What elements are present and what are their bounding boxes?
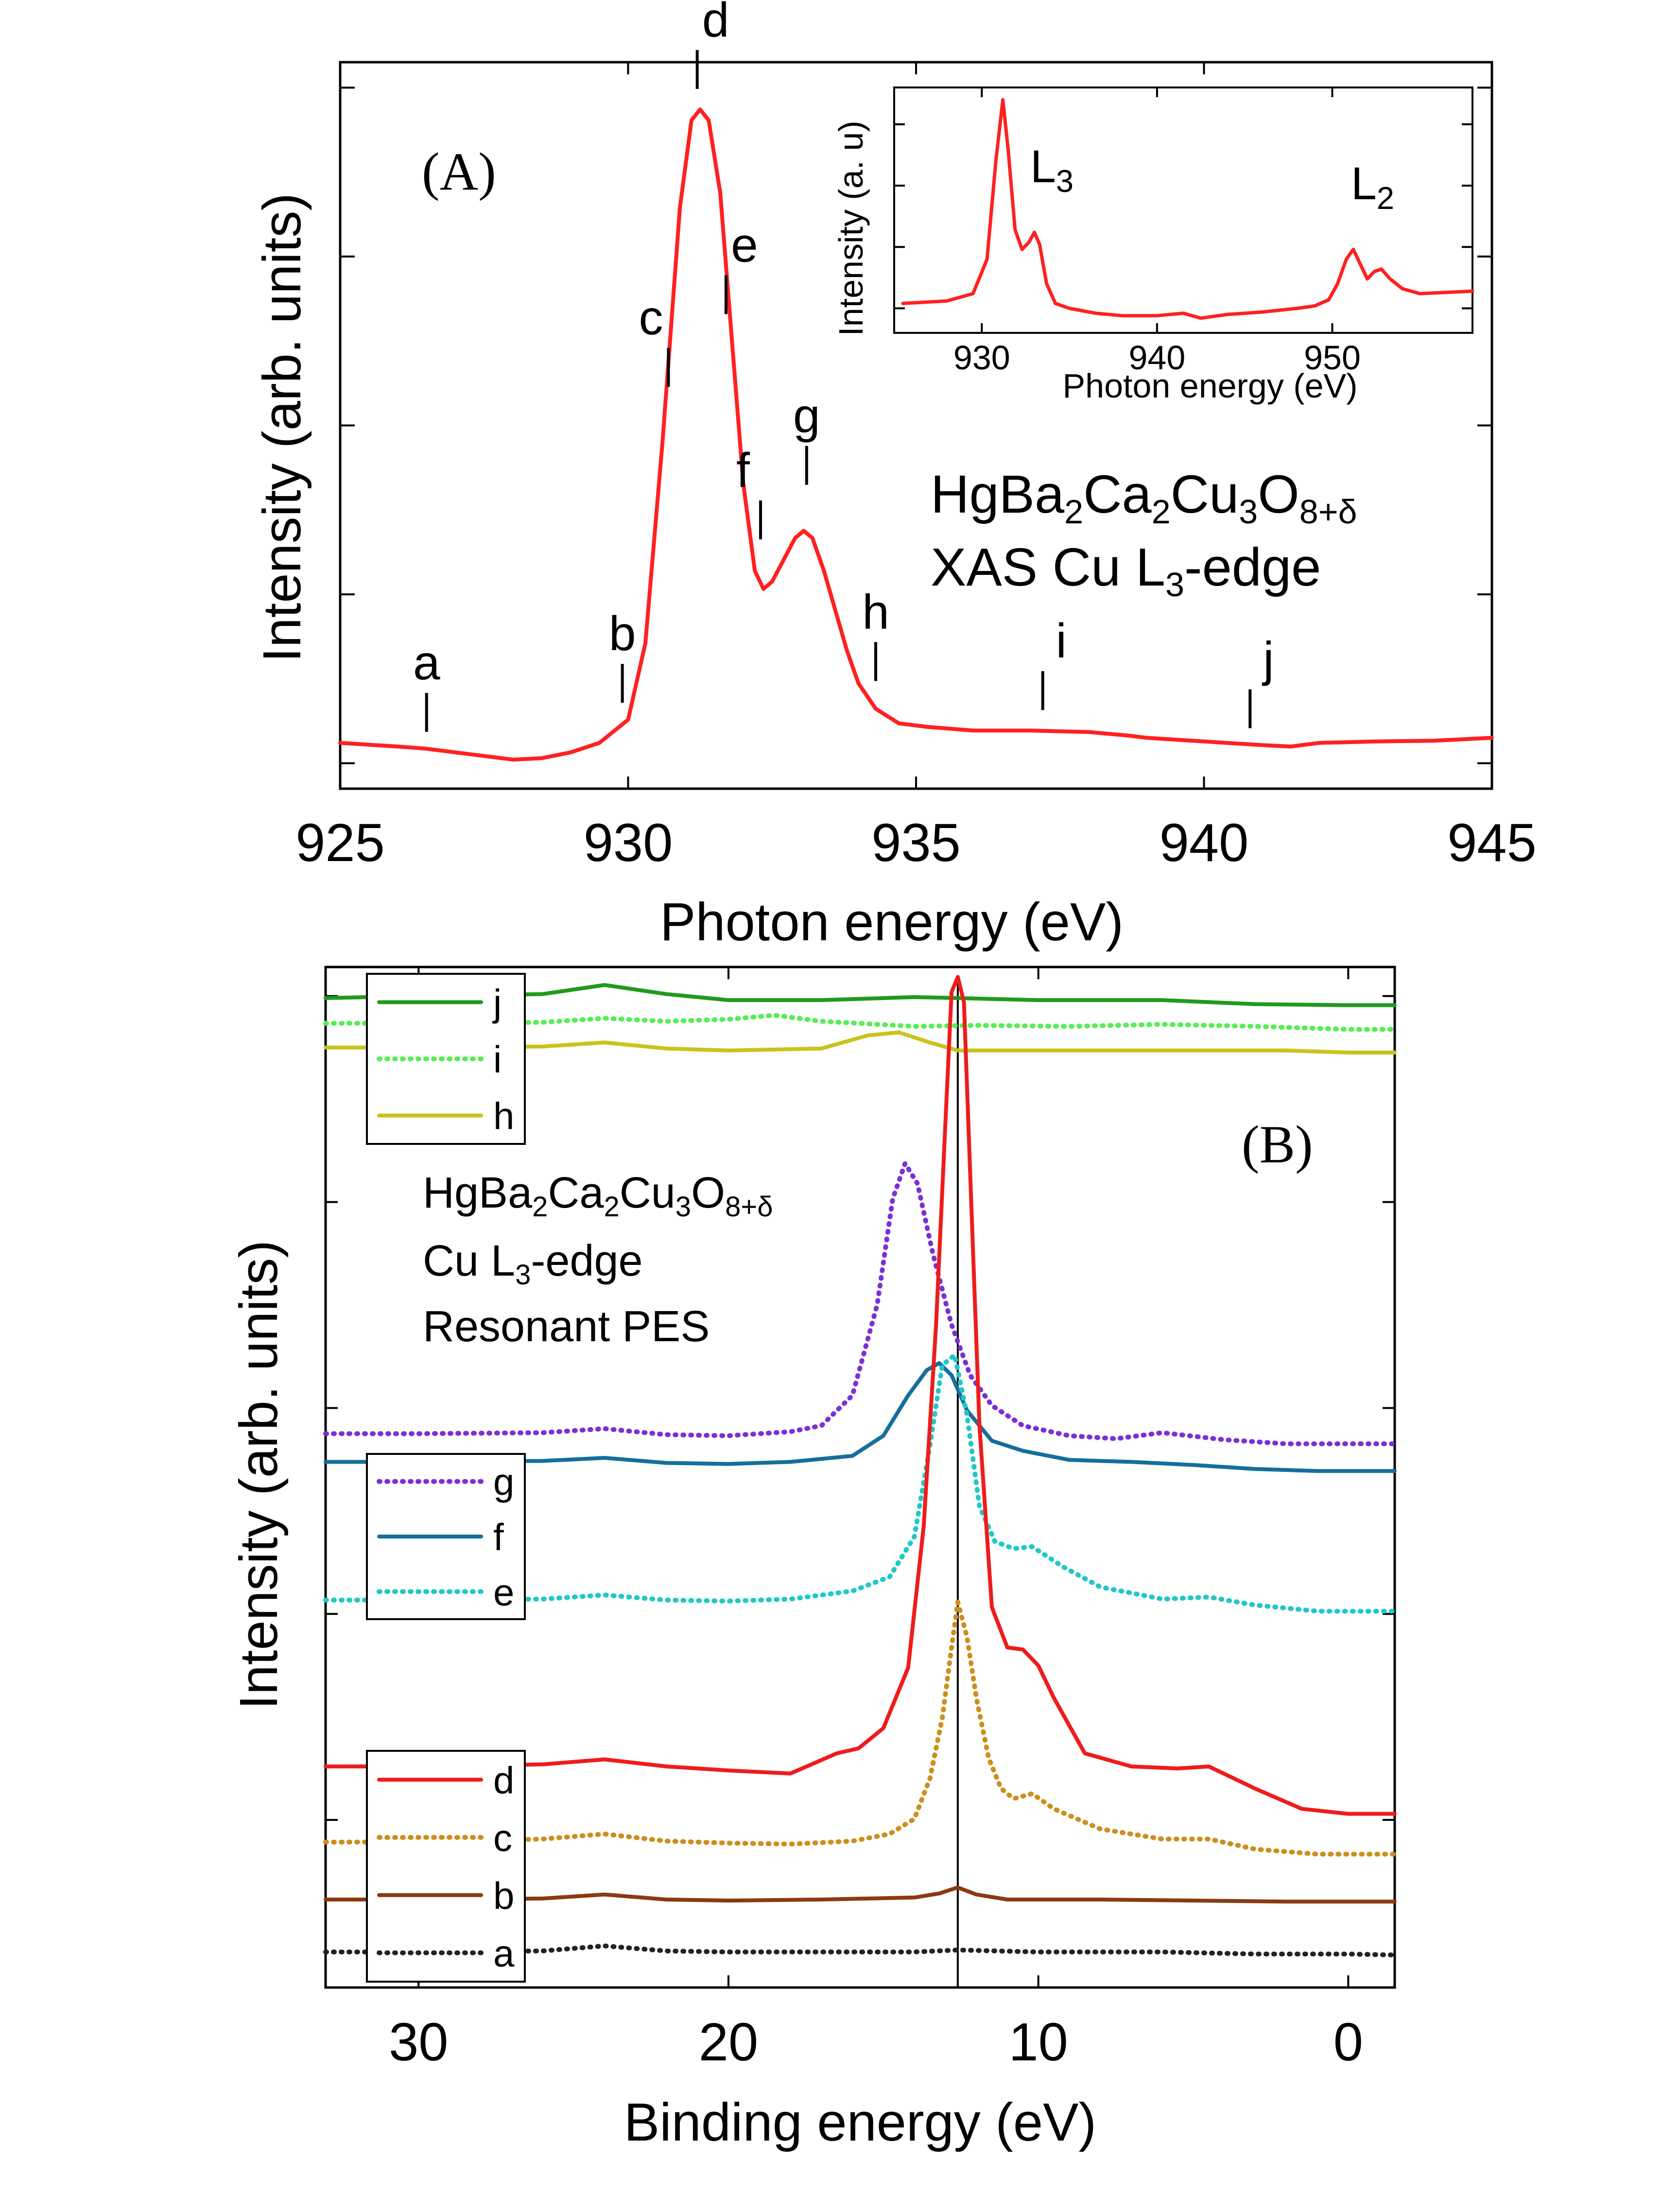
pes-curve-b	[324, 1885, 1397, 1904]
inset-frame	[893, 86, 1473, 334]
pes-curve-j	[324, 983, 1397, 1007]
legend-label-h: h	[493, 1095, 514, 1138]
panel-a-y-axis-label: Intensity (arb. units)	[252, 193, 312, 662]
panel-a-label: (A)	[422, 142, 496, 201]
marker-label-f: f	[736, 443, 750, 498]
panel-b: 30 20 10 0 (B) Binding energy (eV) Intensit…	[229, 966, 1397, 2152]
marker-label-g: g	[793, 389, 820, 443]
inset-x-tick-label: 930	[953, 339, 1010, 377]
legend-label-i: i	[493, 1038, 502, 1081]
xas-curve	[338, 107, 1494, 762]
panel-a-x-tick-label: 935	[871, 813, 961, 873]
legend-label-f: f	[493, 1516, 504, 1558]
panel-b-x-tick-label: 10	[1008, 2012, 1068, 2072]
inset-y-axis-label: Intensity (a. u)	[832, 121, 870, 336]
legend-label-c: c	[493, 1816, 512, 1859]
panel-b-x-tick-label: 20	[699, 2012, 758, 2072]
panel-a-x-axis-label: Photon energy (eV)	[660, 892, 1124, 952]
legend-label-b: b	[493, 1874, 514, 1917]
panel-b-compound-label: HgBa2Ca2Cu3O8+δ	[423, 1169, 773, 1223]
panel-a-method-label: XAS Cu L3-edge	[931, 537, 1321, 604]
pes-curve-d	[324, 975, 1397, 1816]
panel-b-x-tick-label: 30	[389, 2012, 448, 2072]
panel-a-x-tick-label: 925	[295, 813, 385, 873]
marker-label-b: b	[609, 606, 636, 661]
pes-curve-g	[323, 1161, 1397, 1447]
legend-frame	[366, 1750, 526, 1983]
legend-box-1: jih	[366, 973, 526, 1145]
inset-chart: 930 940 950 Photon energy (eV) Intensity (…	[832, 86, 1474, 405]
marker-label-h: h	[862, 585, 889, 639]
pes-curve-i	[323, 1013, 1397, 1032]
panel-b-y-axis-label: Intensity (arb. units)	[229, 1240, 289, 1710]
legend-box-2: gfe	[366, 1453, 526, 1620]
marker-label-j: j	[1262, 632, 1274, 687]
pes-curve-a	[323, 1943, 1397, 1958]
marker-label-d: d	[702, 0, 729, 47]
panel-a-compound-label: HgBa2Ca2Cu3O8+δ	[931, 465, 1357, 531]
inset-xas-curve	[901, 98, 1474, 320]
marker-label-i: i	[1056, 614, 1067, 668]
pes-curve-c	[323, 1599, 1397, 1857]
legend-label-e: e	[493, 1571, 514, 1613]
inset-x-tick-label: 950	[1304, 339, 1361, 377]
panel-a-x-tick-label: 930	[584, 813, 673, 873]
legend-label-g: g	[493, 1461, 514, 1503]
inset-l2-label: L2	[1351, 158, 1394, 216]
pes-curve-e	[323, 1352, 1397, 1614]
pes-curve-h	[324, 1030, 1397, 1054]
panel-b-x-tick-label: 0	[1333, 2012, 1363, 2072]
panel-a: 925 930 935 940 945 a b c d e fg h i j (A) Photon en…	[252, 0, 1537, 952]
panel-b-method-label: Resonant PES	[423, 1302, 710, 1351]
panel-b-edge-label: Cu L3-edge	[423, 1237, 643, 1291]
marker-label-a: a	[413, 636, 440, 690]
legend-label-j: j	[492, 981, 502, 1024]
inset-x-tick-label: 940	[1129, 339, 1186, 377]
inset-l3-label: L3	[1030, 141, 1073, 199]
panel-a-frame	[339, 61, 1493, 790]
legend-label-d: d	[493, 1759, 514, 1801]
panel-a-x-tick-label: 945	[1447, 813, 1537, 873]
panel-b-frame	[324, 966, 1396, 1989]
panel-b-label: (B)	[1242, 1115, 1313, 1174]
inset-x-axis-label: Photon energy (eV)	[1062, 367, 1357, 405]
panel-a-x-tick-label: 940	[1160, 813, 1249, 873]
marker-label-e: e	[731, 218, 758, 272]
panel-b-x-axis-label: Binding energy (eV)	[624, 2092, 1096, 2152]
marker-label-c: c	[639, 291, 663, 345]
legend-label-a: a	[493, 1932, 515, 1975]
